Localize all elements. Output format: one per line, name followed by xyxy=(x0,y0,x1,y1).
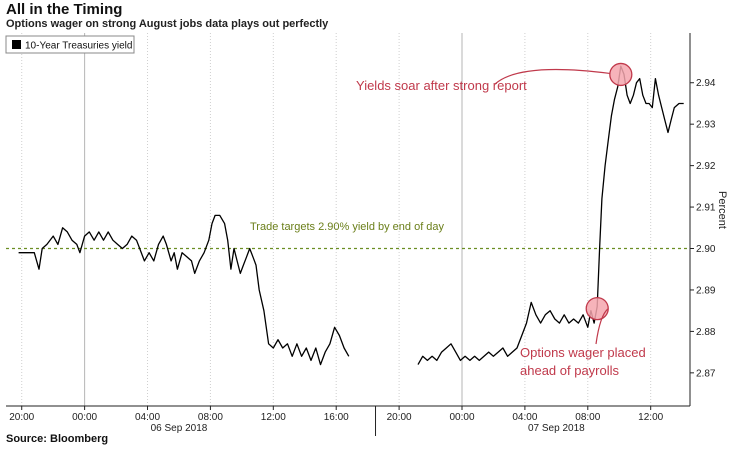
yield-series xyxy=(18,65,684,366)
tick-labels: 20:00 00:00 04:00 08:00 12:00 16:00 20:00 00:00… xyxy=(9,78,716,434)
y-tick-label: 2.92 xyxy=(696,161,716,172)
source-note: Source: Bloomberg xyxy=(6,433,109,445)
highlight-circles xyxy=(585,62,633,321)
y-tick-label: 2.91 xyxy=(696,203,716,214)
y-tick-label: 2.93 xyxy=(696,120,716,131)
annotation-yields-soar: Yields soar after strong report xyxy=(356,78,527,93)
annotation-options-wager-line2: ahead of payrolls xyxy=(520,363,620,378)
x-tick-label: 20:00 xyxy=(387,412,412,423)
annotation-options-wager-line1: Options wager placed xyxy=(520,345,646,360)
y-tick-label: 2.87 xyxy=(696,368,716,379)
annotation-trade-target: Trade targets 2.90% yield by end of day xyxy=(250,221,445,233)
legend-label: 10-Year Treasuries yield xyxy=(25,41,132,52)
y-tick-label: 2.89 xyxy=(696,285,716,296)
chart-subtitle: Options wager on strong August jobs data… xyxy=(6,18,329,30)
x-tick-label: 12:00 xyxy=(261,412,286,423)
x-tick-label: 12:00 xyxy=(638,412,663,423)
legend: 10-Year Treasuries yield xyxy=(5,35,135,54)
x-tick-label: 00:00 xyxy=(72,412,97,423)
highlight-circle xyxy=(609,62,633,87)
legend-box xyxy=(5,35,135,54)
y-tick-label: 2.90 xyxy=(696,244,716,255)
x-tick-label: 08:00 xyxy=(198,412,223,423)
y-tick-label: 2.94 xyxy=(696,78,716,89)
x-tick-label: 04:00 xyxy=(512,412,537,423)
y-tick-label: 2.88 xyxy=(696,327,716,338)
annotation-connectors xyxy=(494,68,610,345)
chart-title: All in the Timing xyxy=(6,1,123,18)
x-tick-label: 04:00 xyxy=(135,412,160,423)
x-tick-label: 00:00 xyxy=(449,412,474,423)
x-tick-label: 08:00 xyxy=(575,412,600,423)
x-tick-label: 16:00 xyxy=(324,412,349,423)
series-line-segment xyxy=(18,214,350,366)
legend-swatch xyxy=(12,40,21,49)
date-label: 06 Sep 2018 xyxy=(151,423,208,434)
y-axis-label: Percent xyxy=(716,191,728,229)
connector-bottom xyxy=(595,308,609,345)
date-label: 07 Sep 2018 xyxy=(528,423,585,434)
x-tick-label: 20:00 xyxy=(9,412,34,423)
highlight-circle xyxy=(585,296,609,321)
vertical-gridlines xyxy=(21,33,652,406)
series-line-segment xyxy=(417,65,684,365)
connector-top xyxy=(494,68,610,85)
